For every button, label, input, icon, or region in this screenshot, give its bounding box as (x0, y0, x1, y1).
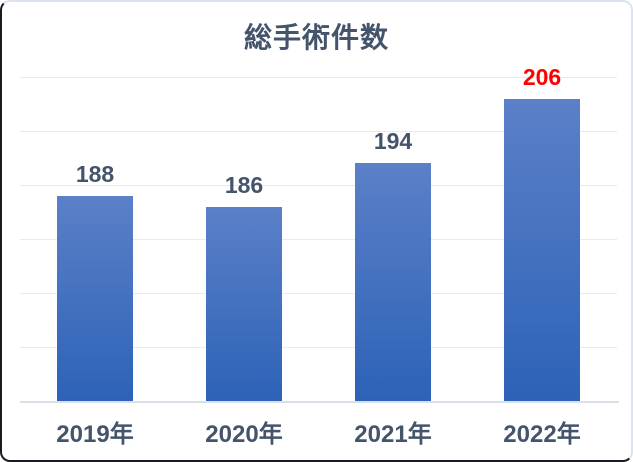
x-axis-line (20, 401, 619, 403)
category-label-2021年: 2021年 (354, 421, 432, 448)
category-label-2022年: 2022年 (503, 421, 581, 448)
gridline (20, 239, 617, 240)
category-label-2020年: 2020年 (205, 421, 283, 448)
gridline (20, 185, 617, 186)
gridline (20, 347, 617, 348)
value-label-2020年: 186 (224, 172, 264, 198)
chart-title: 総手術件数 (243, 22, 389, 53)
bar-2022年 (504, 99, 580, 401)
bar-2020年 (206, 207, 282, 401)
bar-2021年 (355, 163, 431, 401)
value-label-2019年: 188 (75, 161, 115, 187)
value-label-2021年: 194 (373, 128, 413, 154)
gridline (20, 131, 617, 132)
value-label-2022年: 206 (522, 64, 562, 90)
category-label-2019年: 2019年 (56, 421, 134, 448)
gridline (20, 77, 617, 78)
gridline (20, 293, 617, 294)
bar-2019年 (57, 196, 133, 401)
